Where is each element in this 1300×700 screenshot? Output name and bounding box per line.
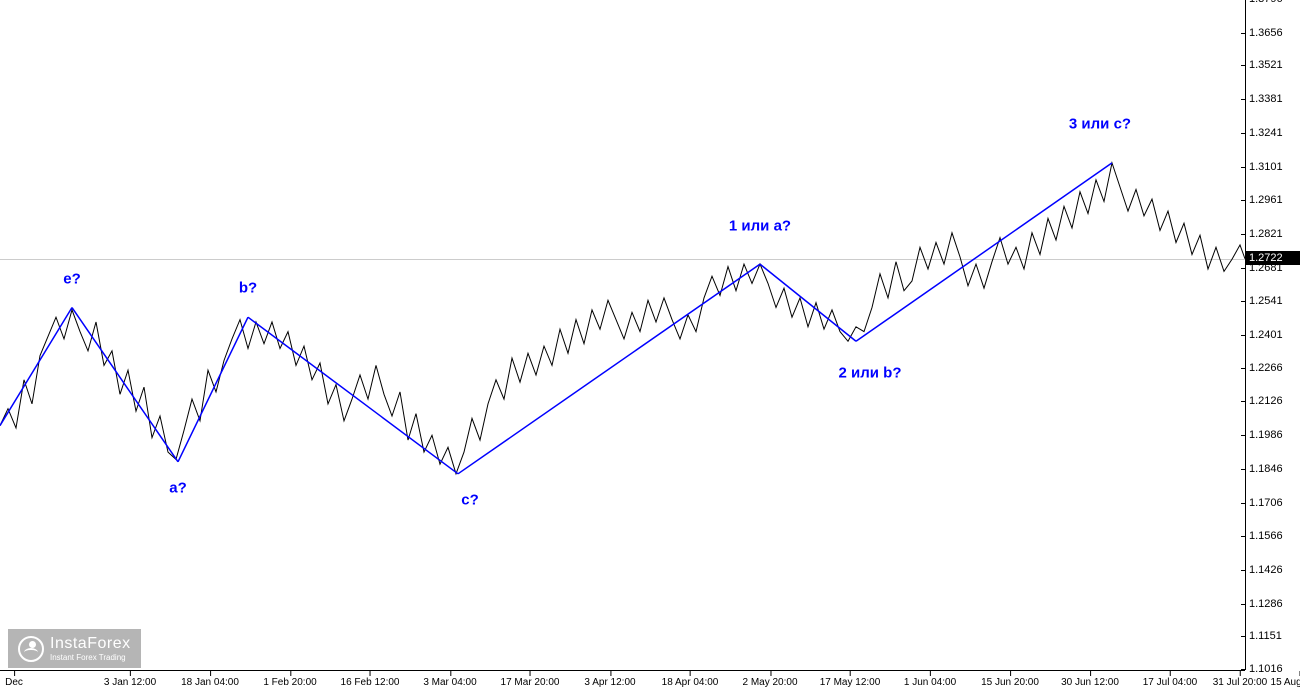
- chart-container: e?a?b?c?1 или a?2 или b?3 или c? 1.37961…: [0, 0, 1300, 700]
- x-axis-tick: 17 May 12:00: [820, 677, 881, 700]
- watermark-text: InstaForex Instant Forex Trading: [50, 635, 131, 662]
- y-axis: 1.3796 1.3656 1.3521 1.3381 1.3241 1.3101 1.29…: [1245, 0, 1300, 670]
- x-axis-tick: 31 Jul 20:00: [1213, 677, 1268, 700]
- wave-label: c?: [461, 492, 479, 509]
- y-axis-tick: 1.2541: [1245, 295, 1300, 307]
- y-axis-tick: 1.3796: [1245, 0, 1300, 5]
- x-axis-tick: 15 Aug 12:00: [1271, 677, 1300, 700]
- y-axis-tick: 1.2266: [1245, 362, 1300, 374]
- y-axis-tick: 1.1016: [1245, 663, 1300, 675]
- plot-area: e? a? b? c? 1 или a? 2 или b? 3 или c?: [0, 0, 1245, 670]
- x-axis-tick: 17 Mar 20:00: [501, 677, 560, 700]
- wave-label: a?: [169, 480, 187, 497]
- x-axis-tick: 1 Feb 20:00: [263, 677, 316, 700]
- wave-line: [248, 317, 458, 474]
- watermark-tagline: Instant Forex Trading: [50, 653, 131, 662]
- wave-label: 2 или b?: [839, 364, 902, 381]
- y-axis-tick: 1.1286: [1245, 598, 1300, 610]
- y-axis-tick: 1.3241: [1245, 127, 1300, 139]
- x-axis-tick: 17 Jul 04:00: [1143, 677, 1198, 700]
- watermark-brand: InstaForex: [50, 635, 131, 653]
- y-axis-tick: 1.2961: [1245, 194, 1300, 206]
- wave-line: [72, 308, 178, 462]
- wave-label: 1 или a?: [729, 217, 791, 234]
- x-axis-tick: Dec: [5, 677, 23, 700]
- x-axis-tick: 1 Jun 04:00: [904, 677, 956, 700]
- instaforex-logo-icon: [18, 636, 44, 662]
- wave-line: [178, 317, 248, 462]
- wave-line: [856, 163, 1112, 341]
- current-price-marker: 1.2722: [1245, 251, 1300, 265]
- y-axis-tick: 1.3381: [1245, 93, 1300, 105]
- y-axis-tick: 1.3101: [1245, 161, 1300, 173]
- x-axis-tick: 3 Apr 12:00: [584, 677, 635, 700]
- wave-label: e?: [63, 270, 81, 287]
- wave-line: [0, 308, 72, 426]
- x-axis: Dec 3 Jan 12:00 18 Jan 04:00 1 Feb 20:00 16 …: [0, 670, 1245, 700]
- y-axis-tick: 1.1846: [1245, 463, 1300, 475]
- x-axis-tick: 18 Apr 04:00: [662, 677, 719, 700]
- y-axis-tick: 1.2126: [1245, 395, 1300, 407]
- wave-line: [458, 264, 760, 474]
- y-axis-tick: 1.3656: [1245, 27, 1300, 39]
- y-axis-tick: 1.1426: [1245, 564, 1300, 576]
- x-axis-tick: 18 Jan 04:00: [181, 677, 239, 700]
- x-axis-tick: 16 Feb 12:00: [341, 677, 400, 700]
- y-axis-tick: 1.3521: [1245, 59, 1300, 71]
- price-line: [0, 163, 1245, 474]
- y-axis-tick: 1.1566: [1245, 530, 1300, 542]
- y-axis-tick: 1.1986: [1245, 429, 1300, 441]
- chart-svg: [0, 0, 1245, 670]
- y-axis-tick: 1.2821: [1245, 228, 1300, 240]
- y-axis-tick: 1.1151: [1245, 630, 1300, 642]
- wave-label: b?: [239, 280, 257, 297]
- x-axis-tick: 15 Jun 20:00: [981, 677, 1039, 700]
- x-axis-tick: 30 Jun 12:00: [1061, 677, 1119, 700]
- y-axis-tick: 1.1706: [1245, 497, 1300, 509]
- y-axis-tick: 1.2401: [1245, 329, 1300, 341]
- watermark: InstaForex Instant Forex Trading: [8, 629, 141, 668]
- x-axis-tick: 3 Jan 12:00: [104, 677, 156, 700]
- x-axis-tick: 3 Mar 04:00: [423, 677, 476, 700]
- wave-label: 3 или c?: [1069, 116, 1131, 133]
- x-axis-tick: 2 May 20:00: [742, 677, 797, 700]
